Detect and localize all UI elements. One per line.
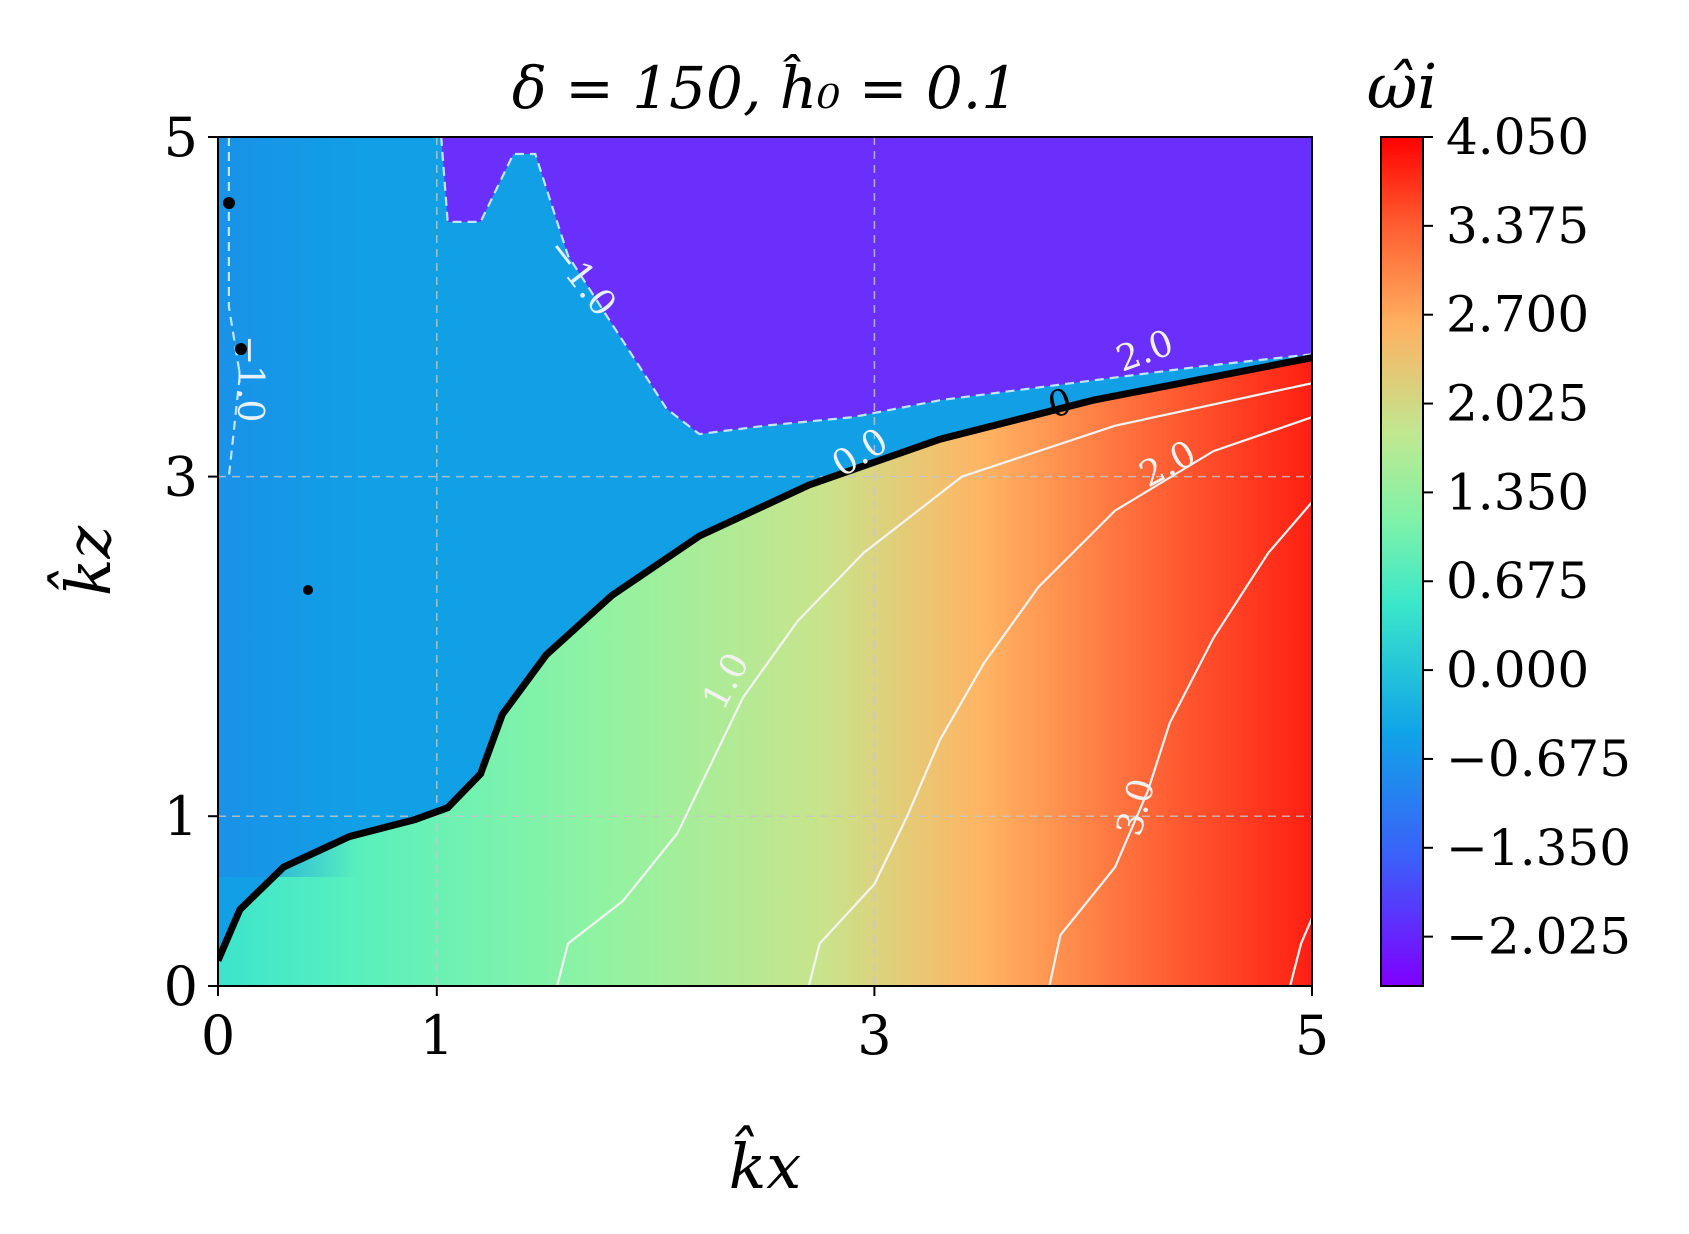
plot-frame bbox=[217, 136, 1313, 987]
contour-line bbox=[807, 416, 1312, 986]
y-tick-label: 0 bbox=[164, 955, 198, 1018]
chart-title: δ = 150, ĥ₀ = 0.1 bbox=[512, 54, 1018, 122]
colorbar-tick-label: 2.025 bbox=[1446, 375, 1589, 433]
left-edge-shading bbox=[218, 137, 358, 877]
colorbar-ticks: 4.050 3.375 2.700 2.025 1.350 0.675 0.000 −0.67… bbox=[1423, 108, 1631, 966]
y-tick-label: 1 bbox=[164, 785, 198, 848]
x-tick-label: 0 bbox=[201, 1004, 235, 1067]
colorbar-tick-label: 4.050 bbox=[1446, 108, 1589, 166]
colorbar-tick-label: 1.350 bbox=[1446, 463, 1589, 521]
colorbar: 4.050 3.375 2.700 2.025 1.350 0.675 0.000 −0.67… bbox=[1367, 50, 1631, 987]
y-axis-ticks: 0 1 3 5 bbox=[164, 106, 218, 1018]
singular-point bbox=[235, 343, 247, 355]
x-axis-label: k̂x bbox=[729, 1125, 802, 1203]
contour-line bbox=[1289, 917, 1312, 986]
colorbar-title: ω̂i bbox=[1367, 50, 1437, 123]
contour-line bbox=[1048, 501, 1312, 986]
colorbar-tick-label: −0.675 bbox=[1446, 730, 1631, 788]
x-tick-label: 1 bbox=[420, 1004, 454, 1067]
colorbar-tick-label: −2.025 bbox=[1446, 908, 1631, 966]
contour-label: −1.0 bbox=[229, 335, 270, 422]
colorbar-bar bbox=[1380, 136, 1424, 987]
strongly-stable-region bbox=[441, 137, 1312, 435]
colorbar-tick-label: 0.000 bbox=[1446, 641, 1589, 699]
colorbar-tick-label: 2.700 bbox=[1446, 286, 1589, 344]
y-tick-label: 3 bbox=[164, 446, 198, 509]
plot-area bbox=[218, 137, 1312, 986]
grid bbox=[218, 137, 1312, 986]
neutral-curve bbox=[218, 354, 1312, 962]
contour-lines bbox=[227, 137, 1312, 986]
x-tick-label: 5 bbox=[1295, 1004, 1329, 1067]
contour-line bbox=[227, 137, 242, 477]
y-tick-label: 5 bbox=[164, 106, 198, 169]
colorbar-tick-label: 3.375 bbox=[1446, 197, 1589, 255]
singular-point bbox=[303, 585, 313, 595]
colorbar-tick-label: −1.350 bbox=[1446, 819, 1631, 877]
y-axis-label: k̂z bbox=[47, 526, 125, 597]
contour-line bbox=[440, 137, 1312, 436]
colorbar-tick-label: 0.675 bbox=[1446, 552, 1589, 610]
x-axis-ticks: 0 1 3 5 bbox=[201, 986, 1329, 1067]
x-tick-label: 3 bbox=[857, 1004, 891, 1067]
singular-point bbox=[223, 197, 235, 209]
contour-line bbox=[556, 382, 1312, 986]
